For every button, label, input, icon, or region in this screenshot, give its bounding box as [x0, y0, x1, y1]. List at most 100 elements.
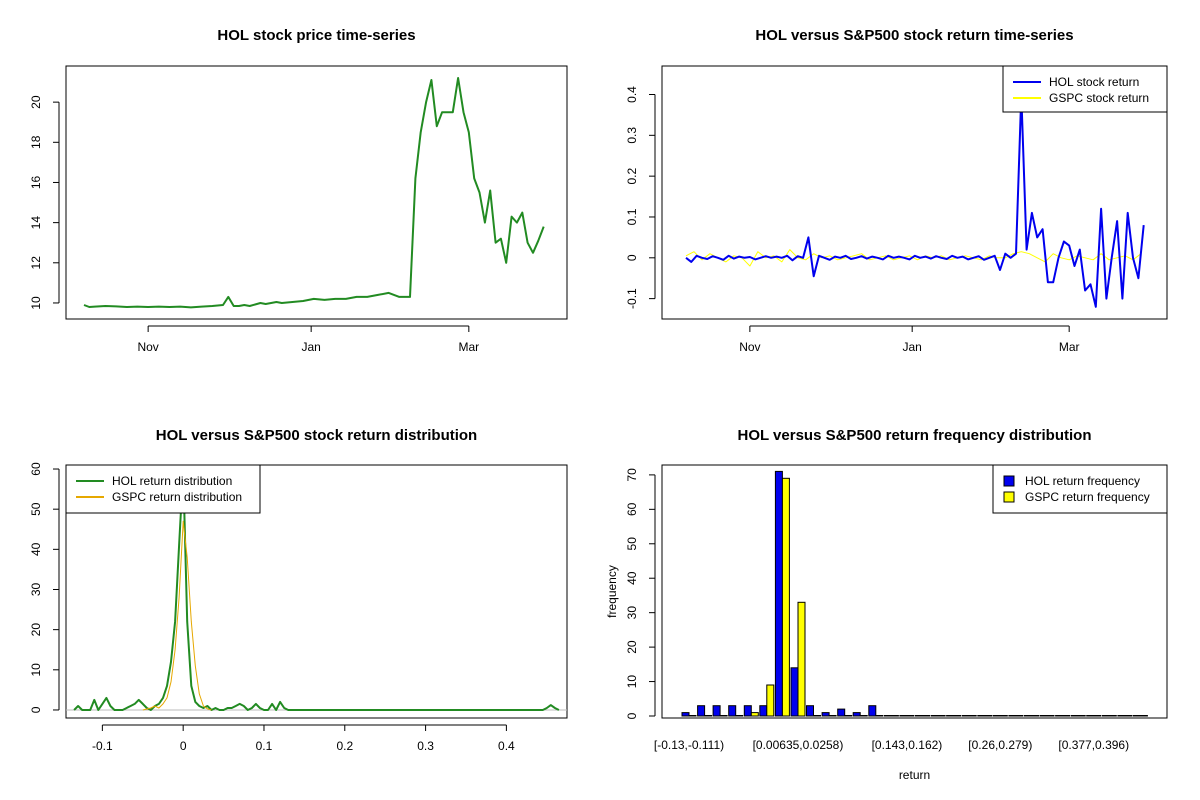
bar-gspc: [999, 715, 1008, 717]
bar-gspc: [1077, 715, 1086, 717]
x-tick-label: [0.26,0.279): [968, 738, 1032, 752]
bar-hol: [759, 705, 768, 717]
bar-gspc: [1046, 715, 1055, 717]
bar-hol: [868, 705, 877, 717]
bar-gspc: [688, 715, 697, 717]
bar-hol: [1039, 715, 1048, 717]
y-tick-label: 18: [29, 135, 43, 149]
bar-hol: [821, 712, 830, 717]
legend-entry: GSPC return frequency: [1025, 490, 1150, 504]
y-axis-label: frequency: [605, 565, 619, 618]
bar-hol: [930, 715, 939, 717]
y-tick-label: 0.3: [625, 127, 639, 144]
bar-gspc: [797, 601, 806, 717]
y-tick-label: 20: [29, 623, 43, 637]
bar-hol: [1086, 715, 1095, 717]
y-tick-label: 0: [625, 254, 639, 261]
bar-gspc: [1124, 715, 1133, 717]
legend-swatch: [1003, 475, 1015, 487]
legend-box: [65, 464, 261, 514]
bar-gspc: [1031, 715, 1039, 717]
y-tick-label: 12: [29, 256, 43, 270]
bar-gspc: [937, 715, 946, 717]
bars: [681, 470, 1148, 717]
x-tick-label: [0.377,0.396): [1058, 738, 1129, 752]
bar-hol: [883, 715, 892, 717]
bar-hol: [1132, 715, 1141, 717]
x-tick-label: Jan: [902, 340, 921, 354]
bar-gspc: [781, 477, 790, 717]
y-tick-label: 60: [625, 502, 639, 516]
x-tick-label: 0: [180, 739, 187, 753]
panel-return-distribution: HOL versus S&P500 stock return distribut…: [29, 427, 568, 753]
legend: HOL return distribution GSPC return distr…: [65, 464, 261, 514]
bar-gspc: [828, 715, 837, 717]
legend-swatch: [1003, 491, 1015, 503]
bar-hol: [899, 715, 908, 717]
bar-hol: [681, 712, 690, 717]
bar-gspc: [735, 715, 744, 717]
plot-frame: [65, 65, 568, 320]
bar-gspc: [1062, 715, 1071, 717]
plot-frame: [661, 464, 1168, 719]
y-tick-label: 14: [29, 216, 43, 230]
bar-gspc: [1093, 715, 1102, 717]
bar-hol: [915, 715, 923, 717]
x-tick-label: Mar: [1059, 340, 1080, 354]
bar-hol: [712, 705, 721, 717]
bar-hol: [1117, 715, 1126, 717]
bar-gspc: [968, 715, 977, 717]
bar-gspc: [813, 715, 821, 717]
bar-gspc: [922, 715, 930, 717]
bar-hol: [1008, 715, 1017, 717]
y-tick-label: 70: [625, 468, 639, 482]
y-tick-label: 16: [29, 175, 43, 189]
bar-hol: [1024, 715, 1032, 717]
y-tick-label: 30: [625, 606, 639, 620]
bar-hol: [837, 708, 846, 717]
bar-gspc: [906, 715, 915, 717]
bar-gspc: [719, 715, 728, 717]
bar-hol: [961, 715, 970, 717]
y-tick-label: 0.4: [625, 86, 639, 103]
legend-entry: HOL stock return: [1049, 75, 1139, 89]
x-tick-label: 0.1: [256, 739, 273, 753]
x-tick-label: 0.3: [417, 739, 434, 753]
plot-frame: [65, 464, 568, 719]
bar-hol: [728, 705, 737, 717]
legend: HOL return frequency GSPC return frequenc…: [992, 464, 1168, 514]
x-tick-label: [-0.13,-0.111): [654, 738, 724, 752]
y-tick-label: 30: [29, 582, 43, 596]
bar-gspc: [875, 715, 884, 717]
chart-title: HOL versus S&P500 return frequency distr…: [738, 427, 1092, 444]
legend-entry: GSPC return distribution: [112, 490, 242, 504]
bar-gspc: [750, 712, 759, 717]
series-line-hol-return: [685, 93, 1145, 308]
legend-entry: HOL return distribution: [112, 474, 232, 488]
bar-hol: [806, 705, 814, 717]
x-axis-label: return: [899, 768, 930, 782]
bar-hol: [852, 712, 861, 717]
y-tick-label: 0.2: [625, 167, 639, 184]
y-tick-label: 10: [625, 675, 639, 689]
plot-frame: [661, 65, 1168, 320]
y-tick-label: 10: [29, 296, 43, 310]
bar-hol: [697, 705, 706, 717]
x-tick-label: 0.4: [498, 739, 515, 753]
legend-entry: HOL return frequency: [1025, 474, 1140, 488]
y-tick-label: 60: [29, 462, 43, 476]
y-tick-label: 50: [29, 502, 43, 516]
legend-entry: GSPC stock return: [1049, 91, 1149, 105]
legend-box: [1002, 65, 1168, 113]
panel-return-frequency: HOL versus S&P500 return frequency distr…: [605, 427, 1168, 782]
y-tick-label: 20: [29, 95, 43, 109]
chart-title: HOL versus S&P500 stock return distribut…: [156, 427, 477, 444]
bar-hol: [1055, 715, 1064, 717]
bar-gspc: [704, 715, 713, 717]
y-tick-label: -0.1: [625, 288, 639, 309]
x-tick-label: -0.1: [92, 739, 113, 753]
y-tick-label: 40: [29, 542, 43, 556]
bar-gspc: [844, 715, 853, 717]
x-tick-label: Nov: [137, 340, 158, 354]
